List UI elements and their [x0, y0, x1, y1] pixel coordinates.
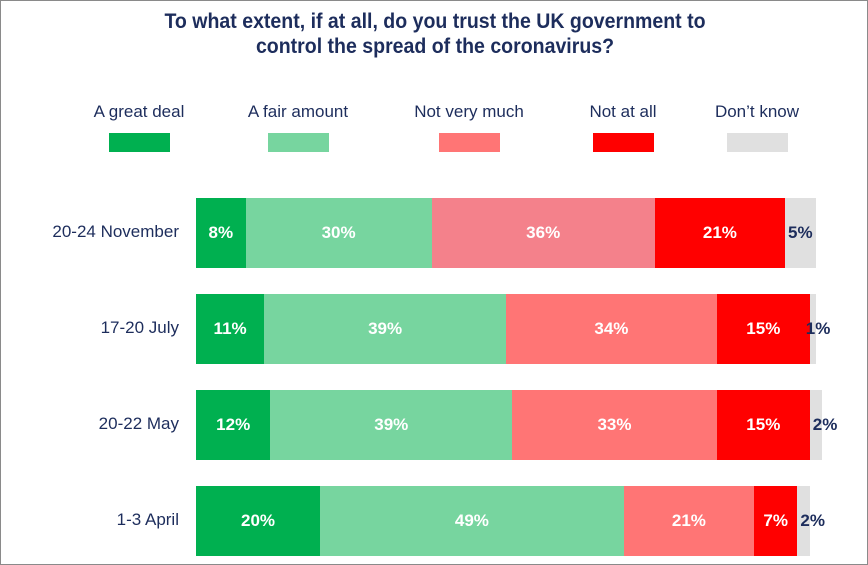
legend-item-fair-amount: A fair amount: [213, 101, 383, 152]
legend-label: Not very much: [414, 102, 524, 121]
chart-title-line-2: control the spread of the coronavirus?: [255, 35, 615, 58]
legend-label: A fair amount: [247, 102, 349, 121]
bar-a-fair-amount-1-3-april: 49%: [320, 486, 624, 556]
data-label: 49%: [454, 511, 489, 530]
chart-title-line-1: To what extent, if at all, do you trust …: [164, 10, 706, 33]
legend-swatch: [108, 133, 170, 152]
bar-don-t-know-20-24-november: 5%: [785, 198, 816, 268]
legend-swatch: [267, 133, 329, 152]
legend-label: Not at all: [589, 102, 657, 121]
data-label: 34%: [594, 319, 629, 338]
bar-not-at-all-20-24-november: 21%: [654, 198, 785, 268]
bar-not-very-much-1-3-april: 21%: [623, 486, 754, 556]
bar-a-great-deal-17-20-july: 11%: [196, 294, 265, 364]
data-label: 36%: [526, 223, 561, 242]
data-label: 8%: [208, 223, 234, 242]
category-label-20-22-may: 20-22 May: [98, 414, 179, 433]
data-label: 21%: [702, 223, 737, 242]
bar-a-great-deal-20-24-november: 8%: [196, 198, 246, 268]
category-label-17-20-july: 17-20 July: [100, 318, 179, 337]
data-label: 39%: [368, 319, 403, 338]
data-label: 2%: [800, 511, 825, 530]
data-label: 21%: [671, 511, 706, 530]
legend-item-not-very-much: Not very much: [384, 101, 554, 152]
category-label-1-3-april: 1-3 April: [116, 510, 179, 529]
data-label: 30%: [321, 223, 356, 242]
bar-not-at-all-17-20-july: 15%: [716, 294, 810, 364]
data-label: 7%: [763, 511, 788, 530]
bar-don-t-know-17-20-july: 1%: [806, 294, 830, 364]
category-label-20-24-november: 20-24 November: [52, 222, 179, 241]
data-label: 12%: [216, 415, 251, 434]
data-label: 15%: [746, 415, 781, 434]
data-label: 11%: [213, 319, 247, 338]
bar-don-t-know-20-22-may: 2%: [809, 390, 837, 460]
bar-not-very-much-17-20-july: 34%: [506, 294, 717, 364]
legend-label: A great deal: [93, 102, 185, 121]
bar-a-fair-amount-17-20-july: 39%: [264, 294, 506, 364]
data-label: 1%: [805, 319, 831, 338]
legend-item-not-at-all: Not at all: [538, 101, 708, 152]
bar-not-very-much-20-22-may: 33%: [512, 390, 717, 460]
data-label: 15%: [746, 319, 781, 338]
bar-a-fair-amount-20-24-november: 30%: [245, 198, 432, 268]
legend-label: Don’t know: [714, 102, 800, 121]
legend-item-great-deal: A great deal: [54, 101, 224, 152]
bar-not-at-all-20-22-may: 15%: [716, 390, 810, 460]
bar-a-fair-amount-20-22-may: 39%: [270, 390, 513, 460]
chart-title: To what extent, if at all, do you trust …: [31, 9, 838, 59]
data-label: 20%: [240, 511, 276, 530]
legend-item-dont-know: Don’t know: [672, 101, 842, 152]
legend-swatch: [592, 133, 654, 152]
bar-not-at-all-1-3-april: 7%: [754, 486, 798, 556]
legend-swatch: [726, 133, 788, 152]
bar-not-very-much-20-24-november: 36%: [431, 198, 655, 268]
data-label: 33%: [597, 415, 632, 434]
data-label: 39%: [374, 415, 409, 434]
data-label: 5%: [788, 223, 813, 242]
bar-a-great-deal-20-22-may: 12%: [196, 390, 271, 460]
bar-don-t-know-1-3-april: 2%: [797, 486, 825, 556]
bar-a-great-deal-1-3-april: 20%: [196, 486, 320, 556]
legend-swatch: [438, 133, 500, 152]
data-label: 2%: [812, 415, 838, 434]
